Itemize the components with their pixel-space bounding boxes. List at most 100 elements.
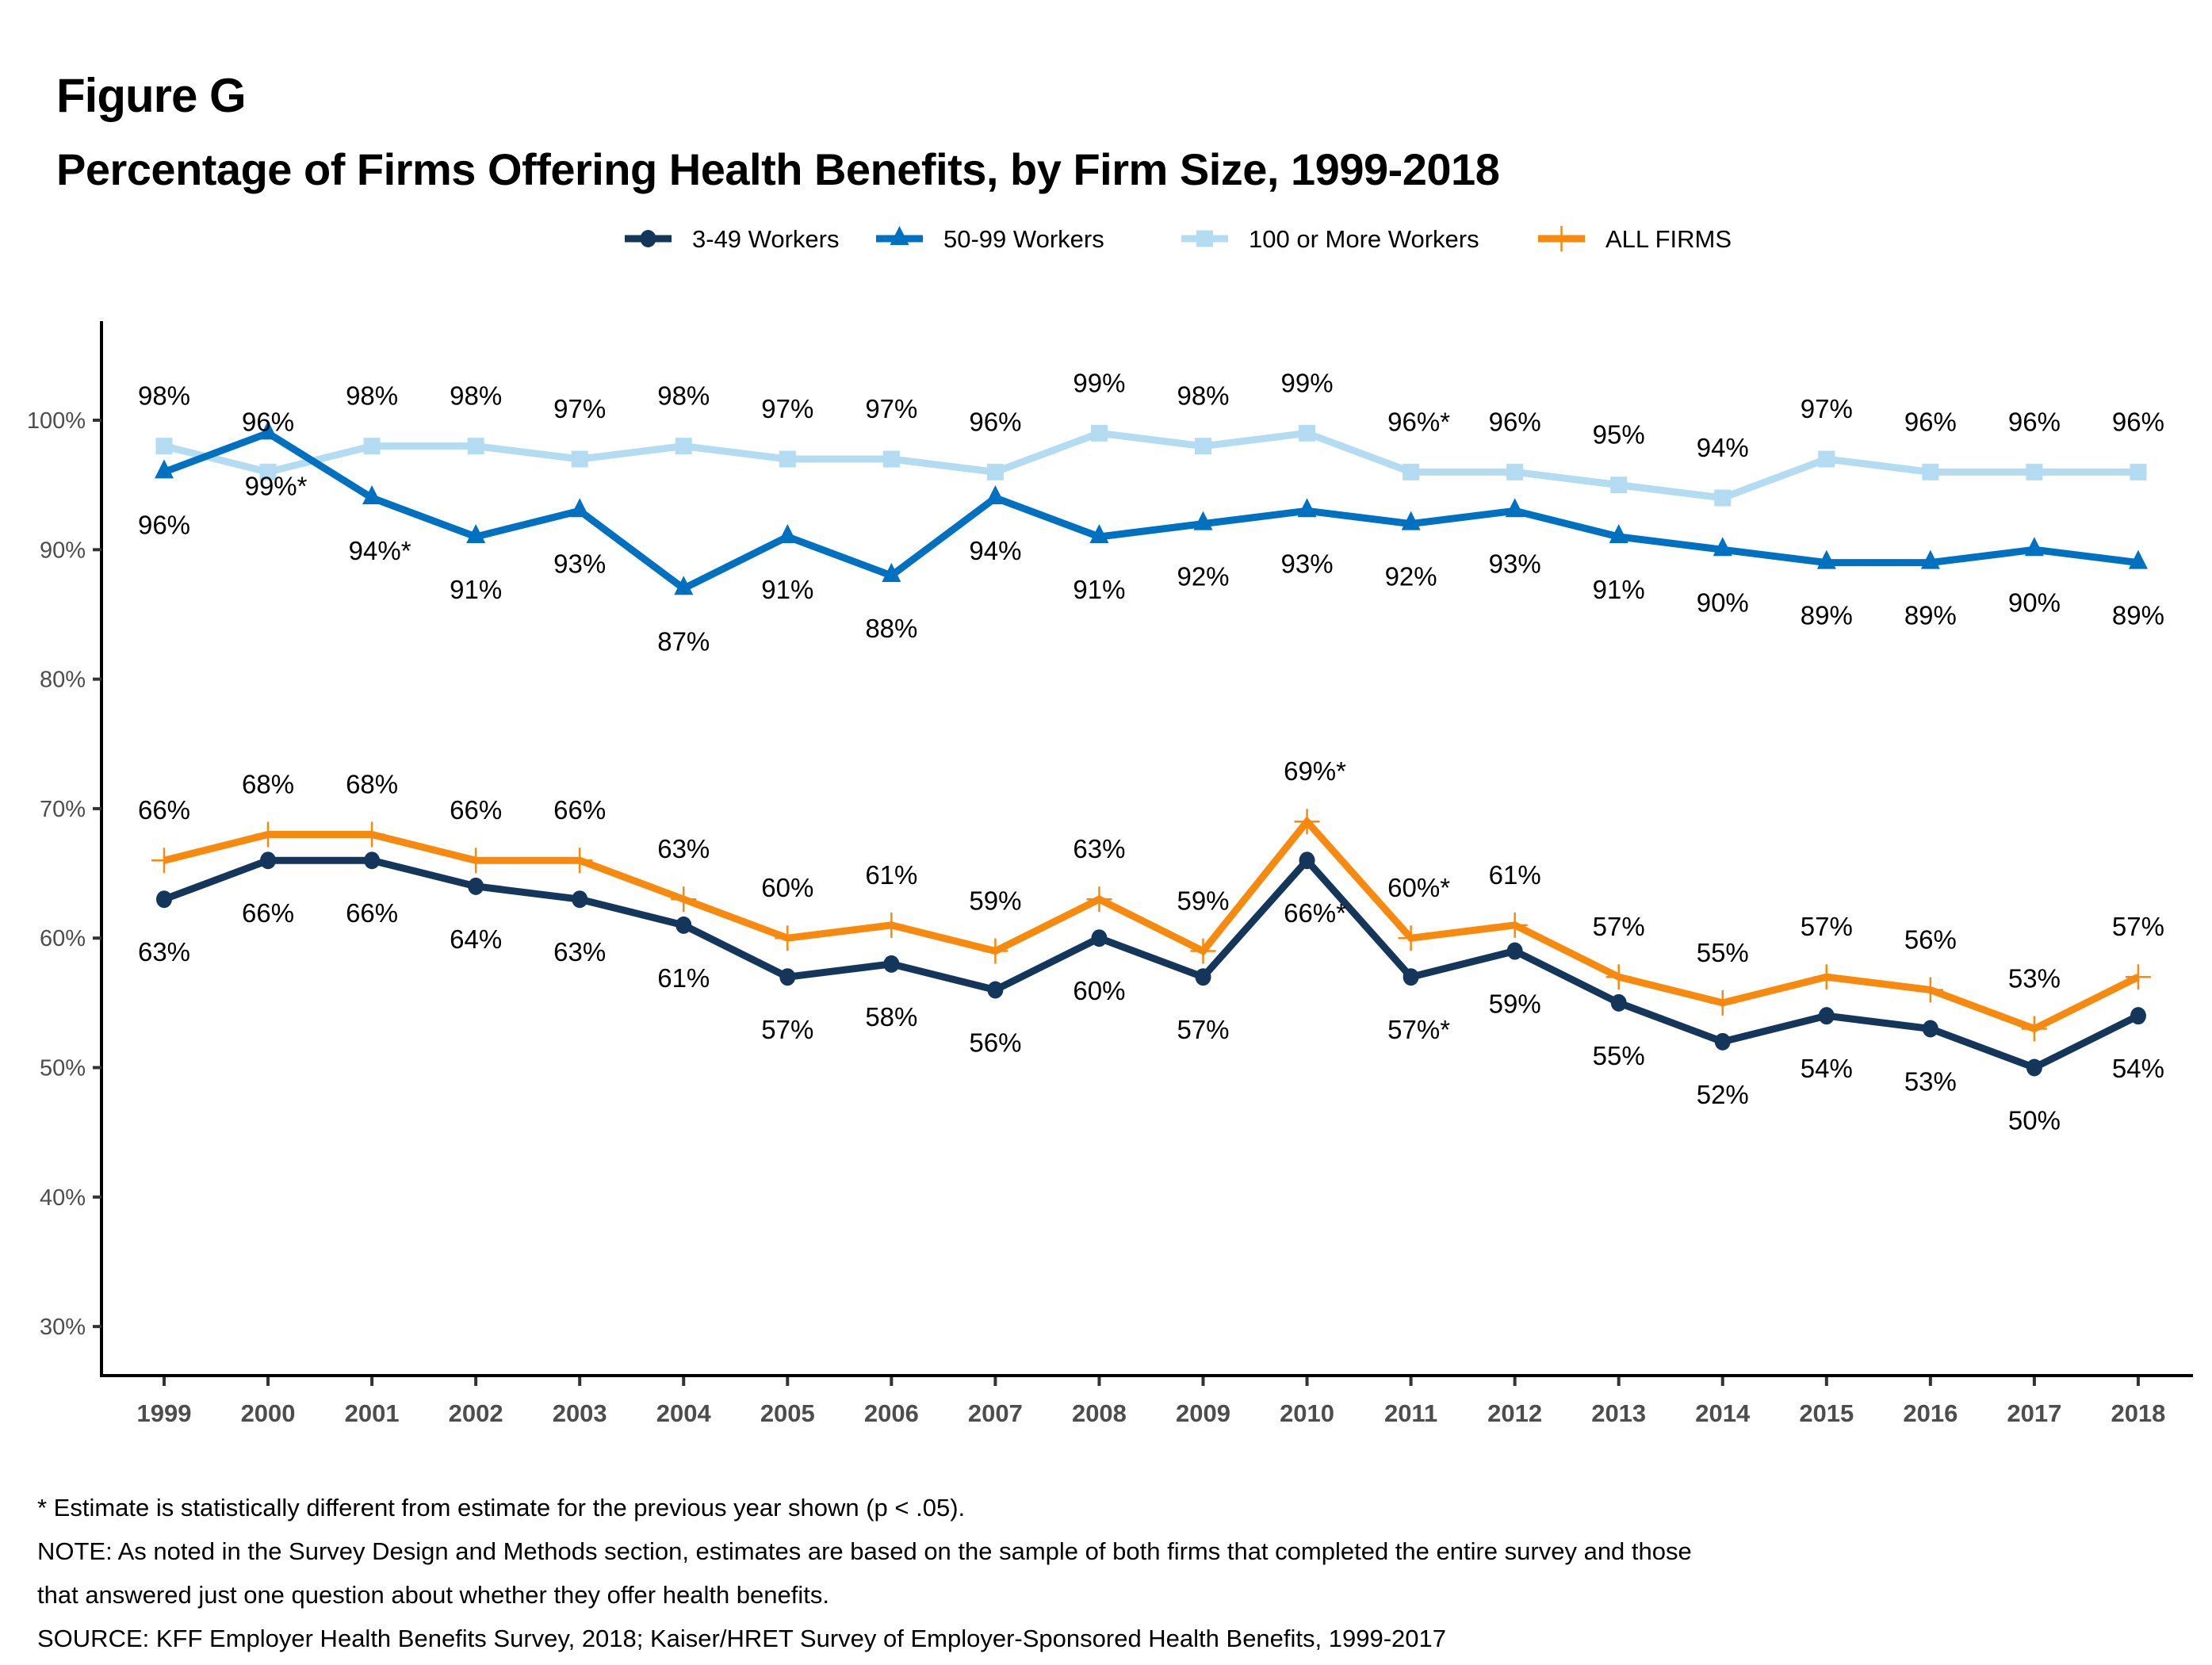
- legend-label: 50-99 Workers: [943, 225, 1104, 253]
- x-tick-label: 2015: [1799, 1399, 1854, 1427]
- data-point-all-firms: [1605, 964, 1632, 990]
- y-ticks: 30% 40% 50% 60% 70% 80% 90% 100%: [27, 408, 101, 1340]
- data-label-100-or-more-workers: 97%: [761, 394, 813, 423]
- data-label-50-99-workers: 94%: [969, 536, 1021, 565]
- axes: 30% 40% 50% 60% 70% 80% 90% 100% 1999 2000 2001 20…: [27, 321, 2193, 1427]
- data-point-3-49-workers: [364, 852, 381, 870]
- y-tick-label: 50%: [40, 1056, 86, 1081]
- x-tick-label: 2010: [1280, 1399, 1334, 1427]
- data-label-3-49-workers: 63%: [553, 937, 606, 966]
- data-point-100-or-more-workers: [467, 438, 484, 455]
- legend-label: ALL FIRMS: [1605, 225, 1732, 253]
- data-point-100-or-more-workers: [155, 438, 173, 455]
- data-point-100-or-more-workers: [1403, 463, 1420, 480]
- data-point-all-firms: [1294, 809, 1320, 835]
- data-point-all-firms: [2125, 964, 2151, 990]
- data-label-100-or-more-workers: 98%: [1177, 381, 1229, 411]
- data-label-3-49-workers: 57%: [1177, 1015, 1229, 1044]
- data-point-3-49-workers: [1403, 968, 1419, 986]
- data-point-3-49-workers: [1714, 1032, 1731, 1051]
- data-label-100-or-more-workers: 96%: [242, 407, 294, 436]
- data-point-50-99-workers: [985, 484, 1005, 504]
- legend-key-triangle-icon: [890, 226, 909, 245]
- data-label-all-firms: 60%*: [1387, 873, 1450, 902]
- data-point-100-or-more-workers: [571, 450, 588, 468]
- data-label-all-firms: 56%: [1904, 925, 1957, 955]
- data-label-50-99-workers: 88%: [865, 614, 917, 643]
- x-ticks: 1999 2000 2001 2002 2003 2004 2005 2006 2007 2008…: [137, 1377, 2165, 1427]
- series-line-all-firms: [163, 816, 2140, 1033]
- x-tick-label: 2013: [1591, 1399, 1646, 1427]
- data-label-all-firms: 66%: [138, 795, 190, 825]
- data-point-3-49-workers: [1195, 968, 1211, 986]
- data-point-50-99-workers: [1816, 549, 1836, 569]
- data-label-3-49-workers: 66%*: [1284, 898, 1346, 928]
- data-point-3-49-workers: [1610, 993, 1627, 1012]
- data-point-100-or-more-workers: [1714, 489, 1732, 507]
- data-point-50-99-workers: [674, 576, 694, 595]
- x-tick-label: 2017: [2007, 1399, 2061, 1427]
- data-label-all-firms: 59%: [1177, 886, 1229, 916]
- data-point-50-99-workers: [258, 420, 278, 440]
- data-label-50-99-workers: 93%: [553, 549, 606, 578]
- series-line-100-or-more-workers: [163, 429, 2138, 502]
- data-label-50-99-workers: 96%: [138, 510, 190, 539]
- data-point-100-or-more-workers: [1506, 463, 1524, 480]
- footnote-significance: * Estimate is statistically different fr…: [37, 1494, 966, 1521]
- data-point-3-49-workers: [260, 852, 277, 870]
- data-point-all-firms: [671, 886, 697, 913]
- x-tick-label: 2003: [553, 1399, 607, 1427]
- data-point-all-firms: [1086, 886, 1112, 913]
- data-label-all-firms: 61%: [1489, 860, 1541, 890]
- data-label-100-or-more-workers: 98%: [138, 381, 190, 411]
- legend-key-square-icon: [1196, 230, 1213, 247]
- data-label-3-49-workers: 57%: [761, 1015, 813, 1044]
- x-tick-label: 2008: [1072, 1399, 1127, 1427]
- data-label-50-99-workers: 91%: [761, 575, 813, 604]
- x-tick-label: 2016: [1903, 1399, 1958, 1427]
- data-label-50-99-workers: 92%: [1177, 562, 1229, 591]
- data-point-3-49-workers: [156, 890, 172, 909]
- data-point-3-49-workers: [1506, 942, 1523, 960]
- legend-key-plus-icon: [1548, 226, 1575, 251]
- data-label-50-99-workers: 89%: [1801, 601, 1853, 630]
- legend: 3-49 Workers 50-99 Workers 100 or More Wor…: [625, 225, 1732, 253]
- data-point-3-49-workers: [2026, 1058, 2042, 1077]
- data-label-50-99-workers: 91%: [450, 575, 502, 604]
- data-point-50-99-workers: [778, 523, 798, 543]
- data-label-100-or-more-workers: 96%: [969, 407, 1021, 436]
- legend-label: 3-49 Workers: [692, 225, 840, 253]
- data-point-all-firms: [463, 848, 489, 874]
- data-point-3-49-workers: [675, 916, 692, 934]
- data-label-100-or-more-workers: 95%: [1593, 420, 1645, 450]
- data-point-100-or-more-workers: [2026, 463, 2043, 480]
- data-label-all-firms: 57%: [1801, 912, 1853, 941]
- data-label-50-99-workers: 89%: [1904, 601, 1957, 630]
- data-point-3-49-workers: [468, 877, 484, 895]
- data-label-all-firms: 59%: [969, 886, 1021, 916]
- legend-item-all-firms: ALL FIRMS: [1538, 225, 1732, 253]
- x-tick-label: 2004: [656, 1399, 712, 1427]
- data-label-100-or-more-workers: 99%: [1073, 368, 1125, 397]
- data-label-50-99-workers: 94%*: [349, 536, 411, 565]
- data-label-3-49-workers: 66%: [242, 898, 294, 928]
- data-point-100-or-more-workers: [1818, 450, 1835, 468]
- data-point-50-99-workers: [1401, 511, 1421, 530]
- data-point-all-firms: [775, 925, 801, 951]
- data-point-all-firms: [2021, 1016, 2047, 1042]
- series-line-50-99-workers: [163, 429, 2139, 593]
- data-label-all-firms: 63%: [657, 834, 710, 863]
- x-tick-label: 2018: [2111, 1399, 2165, 1427]
- data-label-all-firms: 57%: [1593, 912, 1645, 941]
- data-point-all-firms: [151, 848, 177, 874]
- legend-item-50-99-workers: 50-99 Workers: [876, 225, 1104, 253]
- data-label-3-49-workers: 63%: [138, 937, 190, 966]
- data-point-100-or-more-workers: [1610, 477, 1628, 494]
- data-point-all-firms: [878, 912, 905, 938]
- data-label-all-firms: 66%: [553, 795, 606, 825]
- data-point-100-or-more-workers: [675, 438, 692, 455]
- data-point-all-firms: [359, 821, 385, 848]
- data-label-50-99-workers: 87%: [657, 626, 710, 656]
- data-point-3-49-workers: [779, 968, 796, 986]
- data-point-100-or-more-workers: [986, 463, 1004, 480]
